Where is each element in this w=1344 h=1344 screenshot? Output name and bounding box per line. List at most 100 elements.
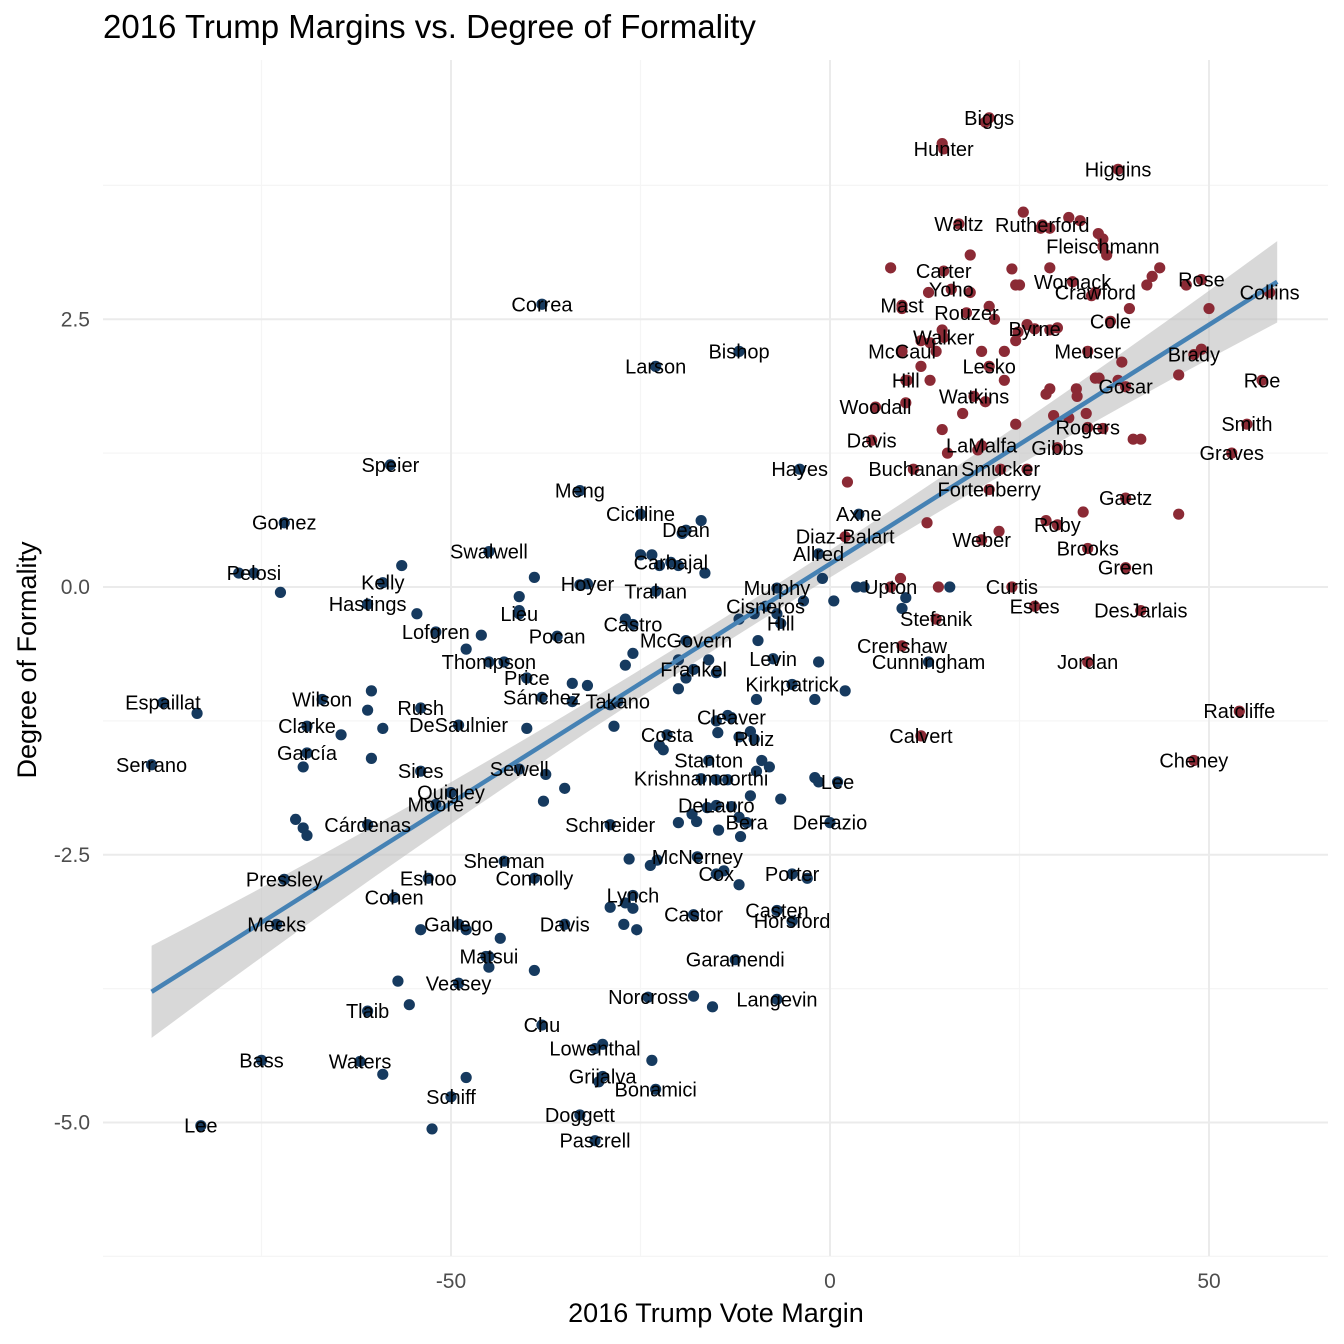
y-tick-label: 2.5: [61, 308, 90, 331]
point-label: Cohen: [365, 888, 424, 910]
point-label: Sewell: [490, 759, 549, 781]
chart-title: 2016 Trump Margins vs. Degree of Formali…: [103, 8, 756, 45]
data-point: [521, 723, 532, 734]
point-label: Smucker: [961, 459, 1040, 481]
point-label: Meng: [555, 481, 605, 503]
point-label: Wilson: [292, 689, 352, 711]
data-point: [707, 1001, 718, 1012]
data-point: [1141, 279, 1152, 290]
point-label: Hill: [767, 613, 795, 635]
data-point: [559, 783, 570, 794]
data-point: [924, 375, 935, 386]
point-label: Trahan: [624, 581, 687, 603]
point-label: Jordan: [1057, 652, 1118, 674]
data-point: [1173, 369, 1184, 380]
point-label: Mast: [880, 295, 924, 317]
point-label: Rogers: [1055, 417, 1119, 439]
data-point: [362, 705, 373, 716]
data-point: [921, 517, 932, 528]
point-label: Green: [1098, 558, 1154, 580]
point-label: Ratcliffe: [1203, 701, 1275, 723]
point-label: Kirkpatrick: [745, 674, 839, 696]
point-label: Hill: [892, 370, 920, 392]
data-point: [290, 814, 301, 825]
data-point: [1203, 303, 1214, 314]
point-label: Lieu: [500, 604, 538, 626]
point-label: Pocan: [529, 626, 586, 648]
point-label: García: [277, 743, 338, 765]
point-label: Stefanik: [900, 609, 973, 631]
point-label: Sires: [398, 761, 444, 783]
point-label: Speier: [361, 455, 419, 477]
data-point: [366, 685, 377, 696]
point-label: Horsford: [754, 911, 831, 933]
point-label: Bera: [725, 813, 768, 835]
data-point: [999, 346, 1010, 357]
data-point: [840, 685, 851, 696]
point-label: Waters: [329, 1051, 392, 1073]
point-label: Rose: [1178, 270, 1225, 292]
x-tick-label: 50: [1197, 1270, 1220, 1293]
point-label: Lesko: [962, 356, 1015, 378]
point-label: Garamendi: [686, 950, 785, 972]
point-label: Krishnamoorthi: [634, 769, 769, 791]
point-label: Brady: [1168, 345, 1220, 367]
point-label: Bonamici: [615, 1079, 697, 1101]
data-point: [944, 581, 955, 592]
point-label: Roby: [1034, 515, 1081, 537]
point-label: Levin: [749, 649, 797, 671]
data-point: [396, 560, 407, 571]
point-label: Castor: [664, 905, 723, 927]
point-label: Moore: [407, 794, 464, 816]
point-label: Meeks: [247, 914, 306, 936]
point-label: Rutherford: [995, 215, 1090, 237]
x-tick-label: -50: [436, 1270, 466, 1293]
point-label: Cunningham: [872, 652, 985, 674]
data-point: [1154, 262, 1165, 273]
data-point: [301, 830, 312, 841]
data-point: [976, 346, 987, 357]
point-label: Graves: [1200, 443, 1264, 465]
point-label: Higgins: [1085, 159, 1152, 181]
data-point: [1014, 279, 1025, 290]
data-point: [1010, 419, 1021, 430]
point-label: Biggs: [964, 108, 1014, 130]
point-label: Cheney: [1159, 751, 1228, 773]
data-point: [646, 1055, 657, 1066]
data-point: [377, 723, 388, 734]
point-label: Lowenthal: [549, 1039, 640, 1061]
data-point: [817, 573, 828, 584]
data-point: [957, 408, 968, 419]
point-label: Schiff: [426, 1087, 476, 1109]
point-label: Buchanan: [868, 459, 958, 481]
point-label: Gaetz: [1099, 488, 1152, 510]
data-point: [627, 648, 638, 659]
point-label: DeFazio: [793, 813, 867, 835]
data-point: [1040, 389, 1051, 400]
point-label: Pelosi: [227, 563, 281, 585]
data-point: [275, 587, 286, 598]
point-label: Meuser: [1054, 341, 1121, 363]
point-label: Matsui: [459, 946, 518, 968]
point-label: Upton: [864, 577, 917, 599]
data-point: [476, 630, 487, 641]
point-label: Tlaib: [346, 1001, 389, 1023]
data-point: [733, 879, 744, 890]
point-label: Axne: [836, 504, 882, 526]
point-label: Gomez: [252, 513, 316, 535]
y-tick-label: -5.0: [54, 1112, 90, 1135]
data-point: [529, 965, 540, 976]
point-label: Costa: [641, 725, 694, 747]
data-point: [691, 816, 702, 827]
data-point: [335, 729, 346, 740]
data-point: [620, 660, 631, 671]
data-point: [713, 825, 724, 836]
data-point: [608, 721, 619, 732]
point-label: Davis: [847, 430, 897, 452]
y-tick-label: -2.5: [54, 844, 90, 867]
point-label: Cárdenas: [324, 815, 411, 837]
point-label: Larson: [625, 356, 686, 378]
point-label: Schneider: [565, 815, 655, 837]
point-label: Swalwell: [450, 542, 528, 564]
